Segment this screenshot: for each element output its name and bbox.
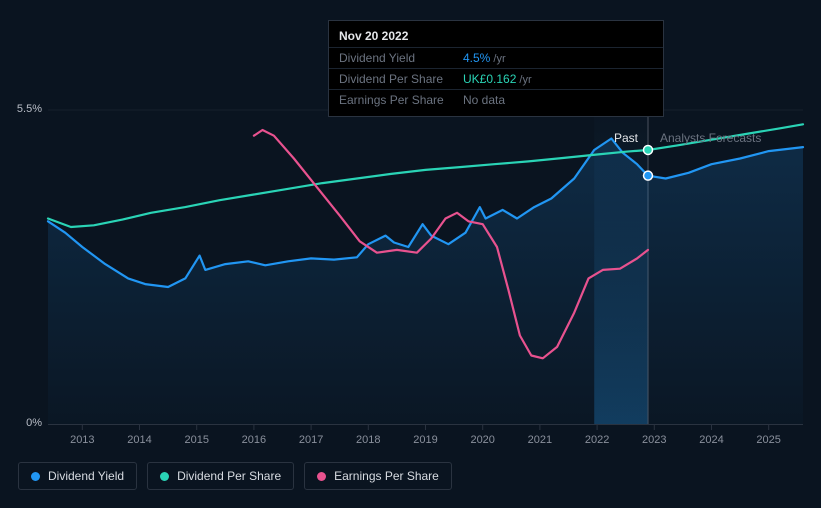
x-tick-label: 2014 — [127, 434, 151, 446]
tooltip-row-unit: /yr — [516, 74, 531, 86]
legend-item-label: Earnings Per Share — [334, 469, 439, 483]
tooltip-row-value: No data — [463, 93, 505, 107]
legend-item-dividend_per_share[interactable]: Dividend Per Share — [147, 462, 294, 490]
legend-item-dividend_yield[interactable]: Dividend Yield — [18, 462, 137, 490]
tooltip-row-value: 4.5% — [463, 51, 490, 65]
legend-item-earnings_per_share[interactable]: Earnings Per Share — [304, 462, 452, 490]
x-tick-label: 2013 — [70, 434, 94, 446]
tooltip-row-unit: /yr — [490, 53, 505, 65]
x-tick-label: 2022 — [585, 434, 609, 446]
tooltip-row-label: Earnings Per Share — [339, 93, 449, 107]
x-tick-label: 2018 — [356, 434, 380, 446]
chart-legend: Dividend Yield Dividend Per Share Earnings… — [18, 462, 452, 490]
x-tick-label: 2024 — [699, 434, 723, 446]
x-tick-label: 2019 — [413, 434, 437, 446]
legend-item-label: Dividend Per Share — [177, 469, 281, 483]
tooltip-row: Earnings Per Share No data — [329, 89, 663, 110]
past-region-label: Past — [614, 131, 638, 145]
x-tick-label: 2017 — [299, 434, 323, 446]
x-tick-label: 2016 — [242, 434, 266, 446]
legend-dot-icon — [31, 472, 40, 481]
dividend-chart: 0% 5.5% 2013 2014 2015 2016 2017 2018 2019 2020 2… — [0, 0, 821, 508]
x-tick-label: 2021 — [528, 434, 552, 446]
tooltip-row-value: UK£0.162 — [463, 72, 516, 86]
x-tick-label: 2020 — [470, 434, 494, 446]
tooltip-row: Dividend Yield 4.5% /yr — [329, 47, 663, 68]
tooltip-row-label: Dividend Yield — [339, 51, 449, 65]
tooltip-date: Nov 20 2022 — [329, 27, 663, 47]
x-tick-label: 2023 — [642, 434, 666, 446]
y-tick-label: 5.5% — [17, 103, 42, 115]
forecast-region-label: Analysts Forecasts — [660, 131, 761, 145]
x-tick-label: 2015 — [184, 434, 208, 446]
tooltip-row-label: Dividend Per Share — [339, 72, 449, 86]
x-tick-label: 2025 — [756, 434, 780, 446]
legend-dot-icon — [160, 472, 169, 481]
tooltip-row: Dividend Per Share UK£0.162 /yr — [329, 68, 663, 89]
legend-item-label: Dividend Yield — [48, 469, 124, 483]
legend-dot-icon — [317, 472, 326, 481]
hover-tooltip: Nov 20 2022 Dividend Yield4.5% /yrDivide… — [328, 20, 664, 117]
y-tick-label: 0% — [26, 417, 42, 429]
